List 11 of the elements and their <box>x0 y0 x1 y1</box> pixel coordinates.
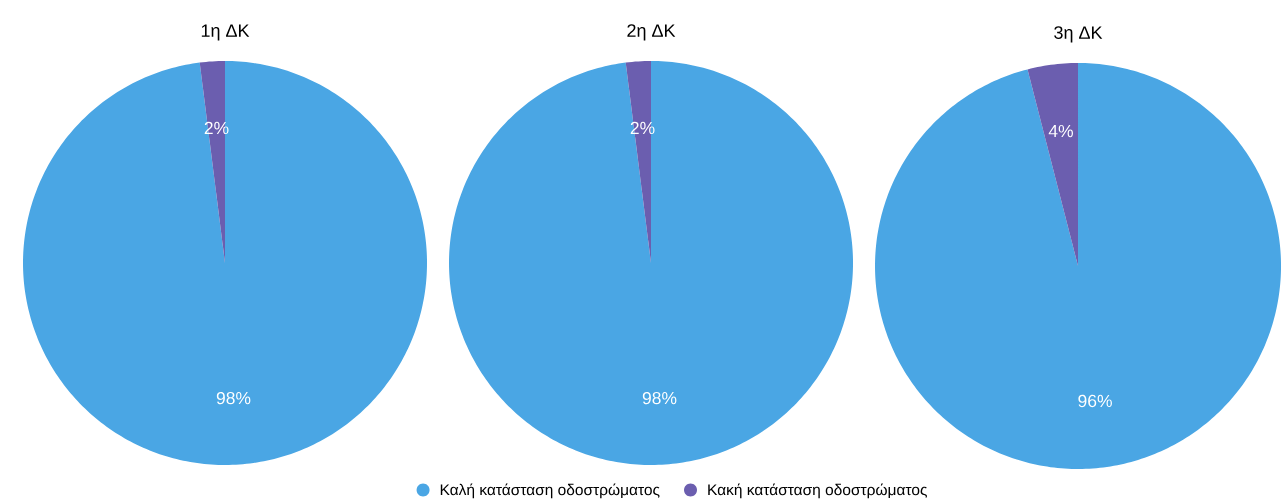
chart-title: 1η ΔΚ <box>201 24 250 41</box>
chart-title: 2η ΔΚ <box>627 24 676 41</box>
legend-label: Κακή κατάσταση οδοστρώματος <box>708 483 927 499</box>
data-label: 98% <box>216 391 251 405</box>
legend-label: Καλή κατάσταση οδοστρώματος <box>440 483 660 499</box>
data-label: 2% <box>630 121 655 135</box>
data-label: 4% <box>1048 124 1073 138</box>
data-label: 96% <box>1078 394 1112 408</box>
data-label: 98% <box>642 391 677 405</box>
data-label: 2% <box>204 121 229 135</box>
chart-title: 3η ΔΚ <box>1054 26 1103 43</box>
